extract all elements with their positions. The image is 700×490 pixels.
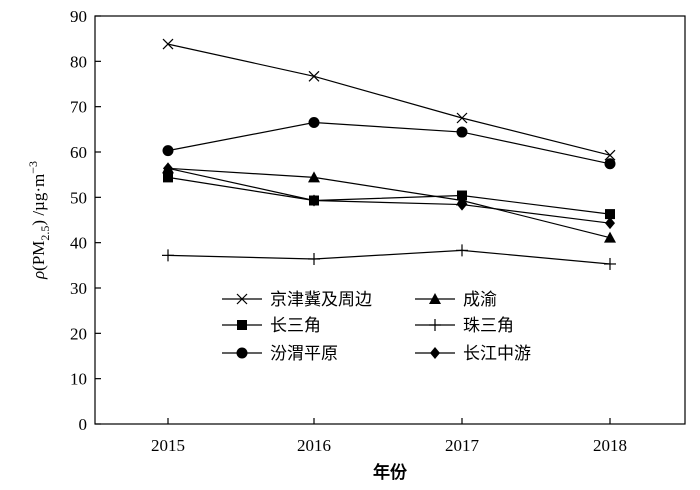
legend-item: 汾渭平原	[222, 344, 338, 364]
series	[162, 244, 616, 270]
data-point-diamond-marker	[309, 194, 319, 207]
series	[163, 162, 615, 230]
y-axis-title-rho: ρ	[29, 271, 48, 280]
data-point-triangle-marker	[604, 231, 616, 243]
data-point-diamond-marker	[430, 347, 440, 359]
y-tick-label: 0	[79, 415, 88, 434]
y-axis-title-superscript: −3	[26, 161, 40, 174]
legend-label: 长江中游	[463, 344, 531, 364]
data-point-x-marker	[236, 293, 248, 305]
data-point-circle-marker	[308, 117, 320, 129]
series	[162, 117, 616, 170]
data-point-plus-marker	[162, 249, 174, 262]
series-line	[167, 43, 611, 156]
data-point-x-marker	[604, 149, 616, 161]
legend-item: 长江中游	[415, 344, 531, 364]
legend-label: 珠三角	[463, 316, 514, 336]
data-point-diamond-marker	[163, 162, 173, 175]
y-axis-title-quantity: (PM	[29, 241, 48, 271]
legend-item: 长三角	[222, 316, 321, 336]
data-point-square-marker	[457, 190, 467, 201]
data-point-circle-marker	[456, 126, 468, 138]
y-axis-title-subscript: 2.5	[38, 226, 52, 241]
y-axis-title-unit: ) /µg·m	[29, 174, 48, 226]
x-axis-title: 年份	[373, 462, 408, 483]
data-point-triangle-marker	[429, 293, 441, 304]
y-axis: 0 10 20 30 40 50 60 70 80 90	[70, 7, 101, 434]
legend-label: 京津冀及周边	[270, 290, 372, 310]
y-tick-label: 20	[70, 324, 87, 343]
data-point-plus-marker	[604, 257, 616, 270]
data-point-triangle-marker	[308, 171, 320, 183]
series	[163, 172, 615, 220]
y-tick-label: 10	[70, 370, 87, 389]
series-line	[167, 167, 611, 224]
y-tick-label: 60	[70, 143, 87, 162]
data-point-square-marker	[605, 209, 615, 220]
series-line	[167, 249, 611, 265]
data-point-square-marker	[163, 172, 173, 183]
plot-frame	[94, 15, 686, 425]
legend-item: 成渝	[415, 290, 497, 310]
series-line	[167, 121, 611, 165]
data-point-x-marker	[162, 38, 174, 50]
data-point-circle-marker	[162, 145, 174, 157]
x-tick-label: 2017	[445, 436, 480, 455]
data-point-square-marker	[237, 320, 247, 330]
legend-label: 成渝	[463, 290, 497, 310]
y-tick-label: 50	[70, 188, 87, 207]
legend-label: 长三角	[270, 316, 321, 336]
data-point-diamond-marker	[457, 198, 467, 211]
legend-item: 珠三角	[415, 316, 514, 336]
series-layer	[162, 38, 616, 270]
y-tick-label: 30	[70, 279, 87, 298]
series-line	[167, 176, 611, 215]
y-tick-label: 80	[70, 52, 87, 71]
x-tick-label: 2016	[297, 436, 331, 455]
data-point-x-marker	[456, 112, 468, 124]
x-tick-label: 2015	[151, 436, 185, 455]
y-tick-label: 40	[70, 234, 87, 253]
y-tick-label: 90	[70, 7, 87, 26]
legend-item: 京津冀及周边	[222, 290, 372, 310]
x-tick-label: 2018	[593, 436, 627, 455]
data-point-diamond-marker	[605, 217, 615, 230]
data-point-circle-marker	[604, 158, 616, 170]
legend-label: 汾渭平原	[270, 344, 338, 364]
x-axis: 2015 2016 2017 2018	[151, 418, 627, 455]
series	[162, 38, 616, 161]
data-point-plus-marker	[456, 244, 468, 257]
series-line	[167, 167, 611, 239]
y-tick-label: 70	[70, 98, 87, 117]
data-point-x-marker	[308, 70, 320, 82]
data-point-plus-marker	[308, 252, 320, 265]
data-point-plus-marker	[429, 319, 441, 331]
data-point-circle-marker	[236, 347, 248, 359]
y-axis-title: ρ(PM2.5) /µg·m−3	[26, 161, 52, 280]
